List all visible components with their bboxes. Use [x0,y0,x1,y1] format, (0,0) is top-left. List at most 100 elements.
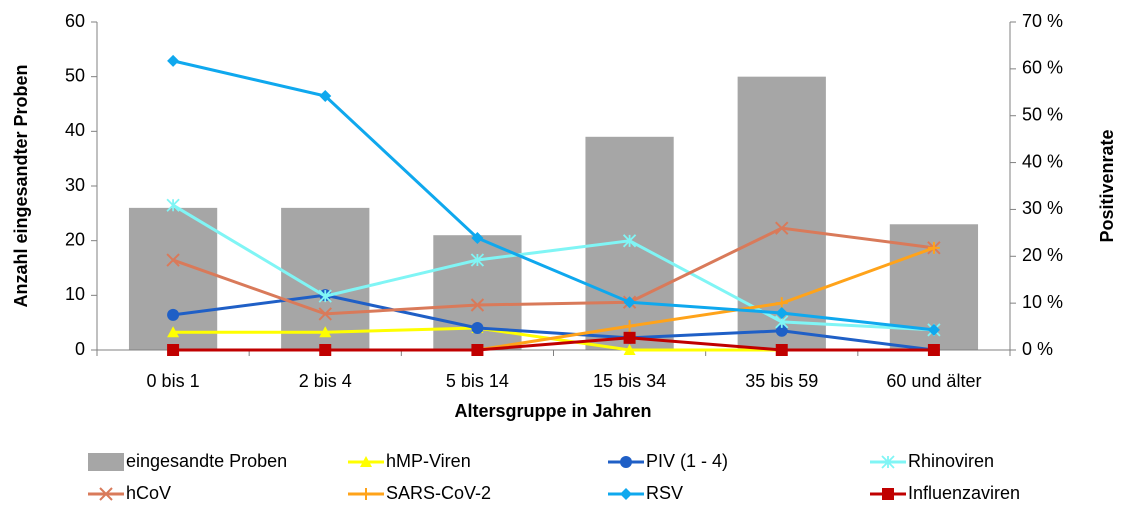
marker [775,344,788,356]
marker-shape [927,241,940,254]
marker-shape [775,221,789,235]
marker-shape [623,296,636,309]
y2-tick-label: 30 % [1022,198,1063,218]
y2-axis-title: Positivenrate [1097,129,1117,242]
line [172,226,935,316]
marker [927,344,940,356]
y-tick-label: 60 [65,11,85,31]
x-tick-label: 35 bis 59 [745,371,818,391]
marker [360,488,372,500]
marker [775,324,788,337]
marker [620,456,632,468]
y2-tick-label: 50 % [1022,104,1063,124]
line [172,293,935,352]
marker [167,326,180,338]
marker-shape [622,234,637,248]
y-tick-label: 20 [65,229,85,249]
marker [470,298,485,312]
marker-shape [470,253,485,267]
y2-tick-label: 40 % [1022,151,1063,171]
marker-shape [318,307,332,321]
marker [927,323,940,336]
y2-tick-label: 60 % [1022,58,1063,78]
marker-shape [623,344,636,355]
marker [318,307,332,321]
marker-shape [167,344,180,356]
marker [360,456,372,467]
legend-swatch [88,453,124,471]
y-tick-label: 40 [65,120,85,140]
marker [319,90,332,103]
marker-shape [882,488,894,500]
marker-shape [167,308,180,321]
marker-shape [927,323,940,336]
y-axis-title: Anzahl eingesandter Proben [11,64,31,307]
legend-label: SARS-CoV-2 [386,483,491,503]
x-tick-label: 0 bis 1 [147,371,200,391]
marker [623,320,636,333]
marker-shape [471,232,484,245]
y2-tick-label: 20 % [1022,245,1063,265]
marker [167,308,180,321]
marker [166,253,180,267]
y-tick-label: 0 [75,339,85,359]
marker [623,296,636,309]
line [172,203,934,332]
marker-shape [166,253,180,267]
legend-label: eingesandte Proben [126,451,287,471]
x-tick-label: 15 bis 34 [593,371,666,391]
marker-shape [360,456,372,467]
marker-shape [775,306,788,319]
y2-tick-label: 0 % [1022,339,1053,359]
marker [623,331,636,344]
marker [620,488,632,500]
marker [470,253,485,267]
marker [318,289,332,303]
x-tick-label: 60 und älter [886,371,981,391]
marker-shape [470,298,485,312]
marker [775,306,788,319]
marker [471,232,484,245]
x-tick-label: 2 bis 4 [299,371,352,391]
marker-shape [881,455,895,469]
marker [623,344,636,355]
marker-shape [318,289,332,303]
marker-shape [99,487,113,501]
marker [881,455,895,469]
legend-label: hCoV [126,483,171,503]
legend-label: Rhinoviren [908,451,994,471]
marker [927,241,940,254]
legend-label: RSV [646,483,683,503]
marker [882,488,894,500]
marker-shape [620,456,632,468]
marker [167,54,180,67]
x-tick-label: 5 bis 14 [446,371,509,391]
y2-tick-label: 10 % [1022,292,1063,312]
y-tick-label: 10 [65,284,85,304]
marker-shape [167,326,180,338]
marker [319,344,332,356]
x-axis-title: Altersgruppe in Jahren [454,401,651,421]
marker [471,321,484,334]
marker-shape [319,90,332,103]
marker [167,344,180,356]
legend-label: PIV (1 - 4) [646,451,728,471]
marker-shape [623,320,636,333]
marker [166,198,180,212]
legend-label: hMP-Viren [386,451,471,471]
marker-shape [775,344,788,356]
marker-shape [775,324,788,337]
marker-shape [927,344,940,356]
marker-shape [471,344,484,356]
legend-label: Influenzaviren [908,483,1020,503]
marker [319,326,332,338]
marker-shape [620,488,632,500]
line [173,336,934,352]
marker [471,344,484,356]
y2-tick-label: 70 % [1022,11,1063,31]
marker-shape [319,326,332,338]
marker-shape [623,331,636,344]
marker [622,234,637,248]
line [172,59,935,332]
